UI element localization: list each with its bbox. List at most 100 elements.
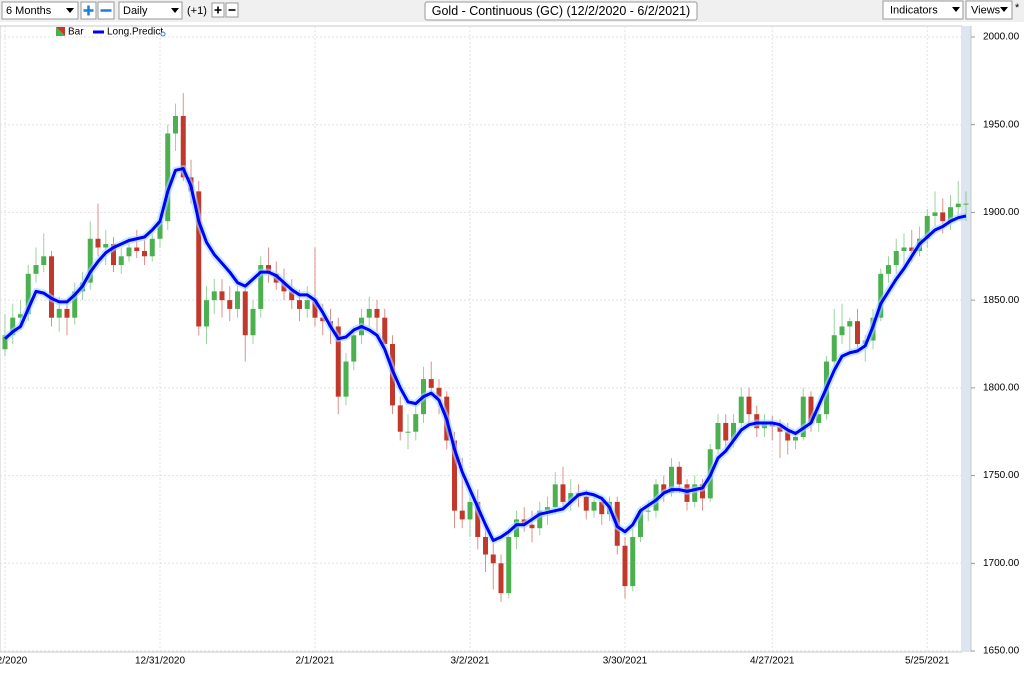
- candle-body: [816, 414, 822, 423]
- candle-body: [382, 317, 388, 344]
- candle-body: [955, 203, 961, 208]
- candle-body: [645, 510, 651, 512]
- candle-body: [855, 321, 860, 344]
- candle-body: [878, 273, 884, 318]
- candle-body: [459, 510, 465, 520]
- candle-body: [374, 308, 380, 318]
- chart-title: Gold - Continuous (GC) (12/2/2020 - 6/2/…: [432, 4, 690, 18]
- candle-body: [599, 501, 605, 515]
- candle-body: [258, 265, 264, 309]
- candle-body: [165, 133, 171, 222]
- candle-body: [351, 335, 357, 362]
- legend-label: Bar: [68, 27, 84, 38]
- zoom-in-button[interactable]: [80, 1, 97, 20]
- candle-body: [490, 554, 496, 564]
- marks: [2, 93, 969, 602]
- interval-select[interactable]: Daily: [118, 1, 183, 20]
- candle-body: [413, 414, 419, 432]
- offset-minus-button[interactable]: [225, 2, 239, 18]
- views-select[interactable]: Views: [965, 0, 1013, 20]
- candle-body: [661, 484, 667, 494]
- period-select[interactable]: 6 Months: [1, 1, 79, 20]
- y-tick-label: 1700.00: [983, 558, 1020, 569]
- interval-label[interactable]: Daily: [123, 5, 148, 17]
- candle-body: [343, 361, 349, 397]
- zoom-out-button[interactable]: [97, 1, 115, 20]
- candle-body: [405, 431, 411, 433]
- candle-body: [785, 431, 791, 441]
- offset-plus-button[interactable]: [211, 2, 225, 18]
- candle-body: [731, 422, 736, 441]
- period-label[interactable]: 6 Months: [6, 5, 52, 17]
- candle-body: [932, 212, 938, 216]
- candle-body: [366, 308, 372, 318]
- candle-body: [886, 265, 891, 274]
- candle-body: [87, 238, 93, 283]
- candle-body: [297, 300, 302, 309]
- indicators-label[interactable]: Indicators: [890, 4, 938, 16]
- candle-body: [235, 291, 240, 309]
- candle-body: [18, 314, 23, 318]
- x-tick-label: 2/1/2021: [296, 656, 335, 667]
- candle-body: [800, 396, 806, 437]
- candle-body: [227, 300, 233, 309]
- candle-body: [552, 484, 558, 508]
- candle-body: [56, 308, 62, 318]
- candle-body: [901, 247, 907, 252]
- legend-label: Long.Predict: [107, 27, 163, 38]
- indicators-select[interactable]: Indicators: [882, 0, 964, 20]
- y-tick-label: 1750.00: [983, 470, 1020, 481]
- candle-body: [134, 247, 140, 252]
- candle-body: [940, 212, 946, 222]
- title-box: [424, 1, 698, 21]
- candle-body: [49, 256, 54, 318]
- candle-body: [529, 524, 535, 529]
- candle-body: [475, 501, 481, 537]
- candle-body: [312, 300, 318, 318]
- candle-body: [211, 291, 217, 301]
- candle-body: [839, 326, 845, 336]
- candle-body: [142, 251, 147, 257]
- candle-body: [64, 308, 70, 318]
- x-tick-label: 3/2/2021: [451, 656, 490, 667]
- candle-body: [33, 265, 39, 274]
- candle-body: [242, 291, 248, 336]
- candle-body: [630, 536, 636, 587]
- x-tick-label: 3/30/2021: [603, 656, 648, 667]
- candle-body: [25, 273, 31, 315]
- candle-body: [72, 291, 78, 318]
- candle-body: [180, 115, 186, 178]
- candle-body: [638, 510, 643, 537]
- x-tick-label: 12/2/2020: [0, 656, 28, 667]
- candle-body: [506, 536, 512, 594]
- candle-body: [157, 221, 163, 239]
- candle-body: [452, 440, 457, 511]
- candle-body: [583, 496, 589, 511]
- legend: Bar Long.Predict: [56, 27, 166, 38]
- candle-body: [560, 484, 566, 502]
- offset-label: (+1): [187, 5, 207, 17]
- candle-body: [498, 563, 504, 594]
- candle-body: [118, 256, 124, 266]
- candle-body: [622, 545, 628, 587]
- candle-body: [808, 396, 814, 423]
- candle-body: [335, 326, 341, 397]
- pin-label[interactable]: *: [1015, 2, 1020, 14]
- candle-body: [173, 115, 178, 134]
- candle-body: [715, 422, 721, 450]
- candle-body: [831, 335, 837, 362]
- candle-body: [723, 422, 729, 441]
- candle-body: [289, 291, 295, 301]
- legend-settings-dot[interactable]: [160, 31, 166, 37]
- candle-body: [483, 536, 488, 555]
- candle-body: [304, 300, 310, 309]
- candle-body: [909, 247, 915, 252]
- candle-body: [41, 256, 47, 266]
- candle-body: [777, 426, 783, 432]
- candle-body: [924, 215, 930, 239]
- y-tick-label: 1900.00: [983, 207, 1020, 218]
- candle-body: [537, 510, 543, 529]
- candle-body: [428, 379, 434, 388]
- candle-body: [103, 244, 109, 248]
- views-label[interactable]: Views: [971, 4, 1001, 16]
